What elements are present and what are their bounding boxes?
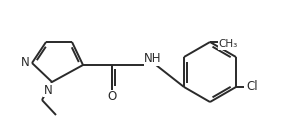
Text: O: O [107,90,117,104]
Text: N: N [44,84,52,97]
Text: N: N [21,57,29,70]
Text: CH₃: CH₃ [218,39,238,49]
Text: NH: NH [144,53,162,65]
Text: Cl: Cl [246,80,258,94]
